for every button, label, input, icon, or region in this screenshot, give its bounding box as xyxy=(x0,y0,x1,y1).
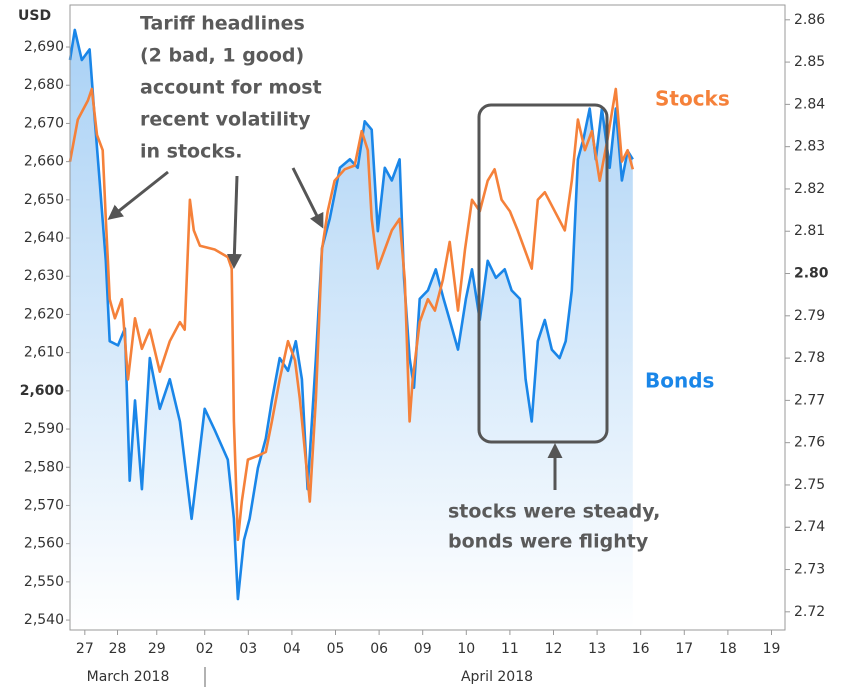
plot-frame xyxy=(69,4,786,631)
y-tick-label: 2,580 xyxy=(24,459,64,475)
y2-tick-label: 2.80 xyxy=(794,266,829,282)
x-tick-label: 13 xyxy=(588,641,606,657)
highlight-box xyxy=(477,103,609,444)
y2-tick-label: 2.72 xyxy=(794,604,825,620)
annotation: stocks were steady, bonds were flighty xyxy=(448,501,660,553)
x-tick-label: 16 xyxy=(632,641,650,657)
plot-area xyxy=(68,28,635,630)
y-tick-label: 2,550 xyxy=(24,574,64,590)
x-tick-label: 17 xyxy=(675,641,693,657)
y-tick-label: 2,690 xyxy=(24,39,64,55)
x-tick-label: 02 xyxy=(196,641,214,657)
y-tick-label: 2,560 xyxy=(24,536,64,552)
y2-tick-label: 2.85 xyxy=(794,54,825,70)
x-tick-label: 29 xyxy=(148,641,166,657)
series-label: Bonds xyxy=(645,369,714,393)
x-tick-label: 05 xyxy=(327,641,345,657)
annotation-line: Tariff headlines xyxy=(140,13,305,35)
annotation-line: recent volatility xyxy=(140,109,311,131)
line xyxy=(68,87,635,542)
series-label: Stocks xyxy=(655,87,730,111)
y2-tick-label: 2.77 xyxy=(794,392,825,408)
area xyxy=(70,29,633,630)
y-axis-label: USD xyxy=(18,8,51,24)
y2-tick-label: 2.83 xyxy=(794,139,825,155)
x-tick-label: 10 xyxy=(457,641,475,657)
arrow xyxy=(291,167,324,229)
y-tick-label: 2,570 xyxy=(24,497,64,513)
y-tick-label: 2,670 xyxy=(24,115,64,131)
y-tick-label: 2,660 xyxy=(24,154,64,170)
y2-tick-label: 2.73 xyxy=(794,562,825,578)
line xyxy=(68,28,634,601)
y2-tick-label: 2.75 xyxy=(794,477,825,493)
x-tick-label: 11 xyxy=(501,641,519,657)
month-label: March 2018 xyxy=(87,669,170,685)
y-tick-label: 2,590 xyxy=(24,421,64,437)
annotation-line: (2 bad, 1 good) xyxy=(140,45,304,67)
arrow xyxy=(107,170,169,220)
x-tick-label: 18 xyxy=(719,641,737,657)
x-tick-label: 09 xyxy=(414,641,432,657)
y-tick-label: 2,540 xyxy=(24,612,64,628)
x-tick-label: 28 xyxy=(109,641,127,657)
y2-tick-label: 2.78 xyxy=(794,350,825,366)
y-tick-label: 2,650 xyxy=(24,192,64,208)
y-tick-label: 2,630 xyxy=(24,268,64,284)
x-tick-label: 12 xyxy=(545,641,563,657)
y2-tick-label: 2.86 xyxy=(794,12,825,28)
y-tick-label: 2,680 xyxy=(24,77,64,93)
arrows xyxy=(107,167,563,490)
x-tick-label: 04 xyxy=(283,641,301,657)
y-tick-label: 2,600 xyxy=(20,383,65,399)
y2-tick-label: 2.74 xyxy=(794,519,825,535)
x-tick-label: 06 xyxy=(370,641,388,657)
y-tick-label: 2,610 xyxy=(24,345,64,361)
x-tick-label: 03 xyxy=(239,641,257,657)
x-tick-label: 19 xyxy=(763,641,781,657)
y2-tick-label: 2.79 xyxy=(794,308,825,324)
x-tick-label: 27 xyxy=(76,641,94,657)
annotation-line: account for most xyxy=(140,77,322,99)
annotation-line: bonds were flighty xyxy=(448,531,649,553)
annotation-line: stocks were steady, xyxy=(448,501,660,523)
y2-tick-label: 2.81 xyxy=(794,223,825,239)
y2-tick-label: 2.82 xyxy=(794,181,825,197)
y-tick-label: 2,620 xyxy=(24,306,64,322)
annotation: Tariff headlines (2 bad, 1 good) account f… xyxy=(140,13,322,163)
y2-tick-label: 2.84 xyxy=(794,96,825,112)
arrow xyxy=(226,175,242,269)
annotation-line: in stocks. xyxy=(140,141,243,163)
y2-tick-label: 2.76 xyxy=(794,435,825,451)
y-tick-label: 2,640 xyxy=(24,230,64,246)
month-label: April 2018 xyxy=(461,669,533,685)
